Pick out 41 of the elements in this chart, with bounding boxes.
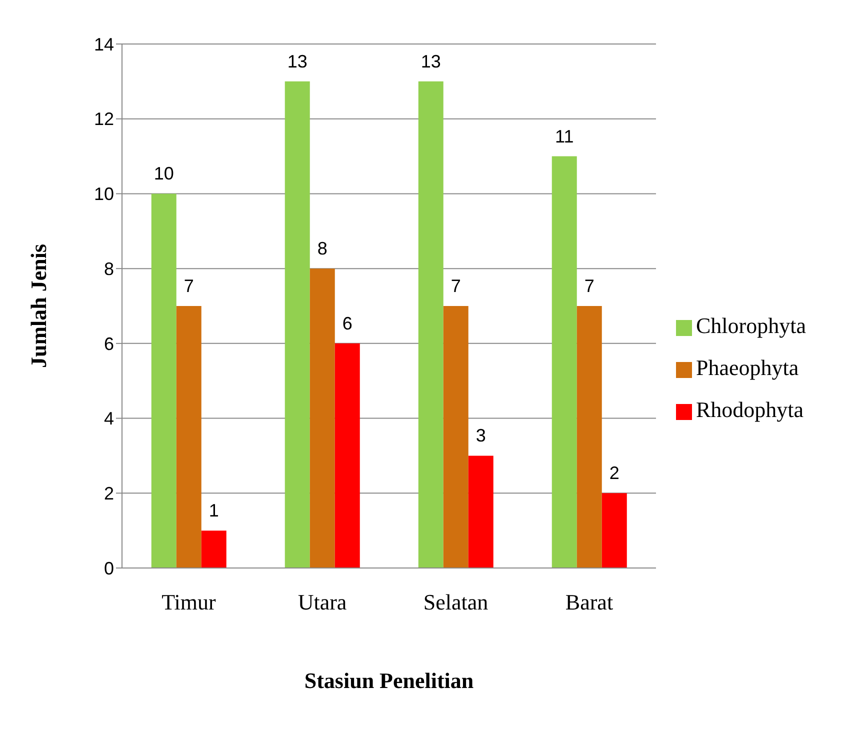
data-label: 13 xyxy=(420,51,441,72)
data-label: 1 xyxy=(208,500,219,521)
bar xyxy=(334,343,360,568)
bar xyxy=(418,81,444,568)
x-tick-label: Utara xyxy=(298,590,347,615)
data-label: 10 xyxy=(154,164,174,184)
y-tick-label: 4 xyxy=(104,408,114,429)
data-label: 7 xyxy=(184,276,194,296)
bar xyxy=(602,493,627,568)
bar xyxy=(176,306,202,568)
y-tick-label: 14 xyxy=(94,34,114,54)
bar xyxy=(284,81,310,568)
x-tick-label: Selatan xyxy=(423,590,488,615)
x-axis-title: Stasiun Penelitian xyxy=(304,668,474,693)
data-label: 11 xyxy=(555,126,574,146)
data-label: 7 xyxy=(584,276,594,296)
x-tick-label: Barat xyxy=(565,590,614,615)
y-tick-label: 0 xyxy=(104,558,114,578)
data-label: 3 xyxy=(476,426,486,446)
bar xyxy=(552,156,577,568)
bar xyxy=(310,268,335,568)
bar xyxy=(468,456,494,568)
y-axis-title: Jumlah Jenis xyxy=(26,244,51,368)
y-tick-label: 8 xyxy=(104,258,114,279)
x-tick-label: Timur xyxy=(162,590,217,615)
bar xyxy=(443,306,468,568)
y-tick-label: 6 xyxy=(104,334,114,354)
y-tick-label: 10 xyxy=(94,184,114,204)
data-label: 7 xyxy=(450,276,461,296)
legend-label: Phaeophyta xyxy=(696,355,799,380)
y-tick-label: 12 xyxy=(94,109,114,130)
bar xyxy=(151,194,176,568)
bar xyxy=(201,530,226,568)
legend-label: Chlorophyta xyxy=(696,313,806,338)
data-label: 2 xyxy=(609,463,620,484)
y-tick-label: 2 xyxy=(104,484,114,504)
data-label: 6 xyxy=(342,313,352,334)
bar xyxy=(576,306,602,568)
data-label: 13 xyxy=(287,51,308,72)
legend-label: Rhodophyta xyxy=(696,397,804,422)
data-label: 8 xyxy=(317,238,328,259)
